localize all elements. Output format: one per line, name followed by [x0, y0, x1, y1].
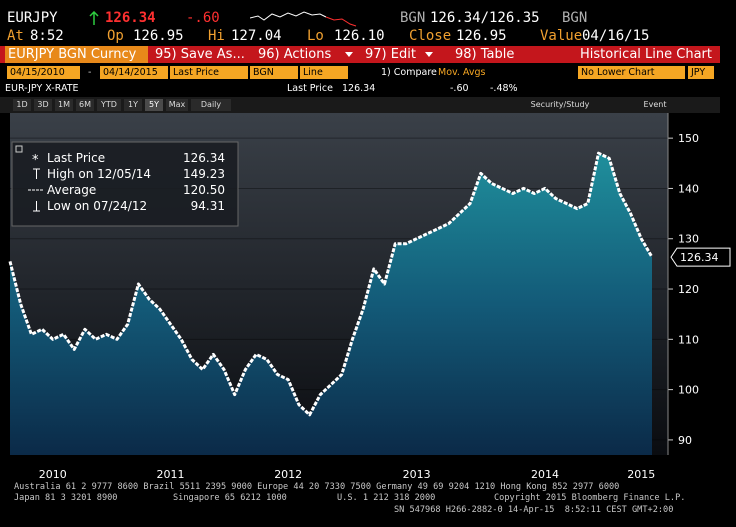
menu-bar: [0, 46, 720, 63]
period-button[interactable]: Daily: [191, 99, 231, 111]
x-tick-label: 2013: [403, 468, 431, 480]
last-value: 126.34: [342, 83, 376, 94]
close-label: Close: [409, 28, 452, 44]
legend-label: Last Price: [47, 151, 105, 165]
tool-button[interactable]: Event: [643, 100, 667, 109]
footer-text: Japan 81 3 3201 8900: [14, 493, 118, 503]
last-price-tag: 126.34: [680, 251, 719, 264]
up-arrow: [89, 11, 99, 25]
chart: 90 100 110 120 130 140 150 126.34 2010 2011 2012 20…: [8, 113, 731, 480]
high-label: Hi: [208, 28, 225, 44]
legend-label: Low on 07/24/12: [47, 199, 147, 213]
legend: * Last Price 126.34 High on 12/05/14 149.23 A…: [11, 141, 239, 227]
bid-label: BGN: [400, 10, 426, 26]
at-label: At: [7, 28, 24, 44]
lower-chart[interactable]: No Lower Chart: [578, 66, 685, 79]
y-tick-label: 140: [678, 182, 699, 195]
field-select[interactable]: Last Price: [170, 66, 248, 79]
currency[interactable]: JPY: [688, 66, 714, 79]
menu-item[interactable]: 96) Actions: [258, 47, 332, 62]
change: -.60: [450, 83, 469, 94]
y-tick-label: 120: [678, 283, 699, 296]
period-button[interactable]: Max: [166, 99, 188, 111]
close: 126.95: [456, 28, 507, 44]
legend-value: 149.23: [183, 167, 225, 181]
dropdown-arrow: [425, 52, 433, 57]
compare[interactable]: 1) Compare: [381, 67, 437, 78]
legend-icon: [33, 201, 40, 212]
legend-icon: [33, 168, 40, 179]
y-tick-label: 130: [678, 233, 699, 246]
menu-item[interactable]: 97) Edit: [365, 47, 416, 62]
x-tick-label: 2010: [39, 468, 67, 480]
y-tick-label: 150: [678, 132, 699, 145]
security-box[interactable]: EURJPY BGN Curncy: [5, 46, 148, 63]
legend-value: 126.34: [183, 151, 225, 165]
y-tick-label: 90: [678, 434, 692, 447]
low: 126.10: [334, 28, 385, 44]
line: [8, 151, 654, 417]
y-tick-label: 100: [678, 384, 699, 397]
high: 127.04: [231, 28, 282, 44]
sparkline: [250, 11, 357, 27]
change: -.60: [186, 10, 220, 26]
footer-text: U.S. 1 212 318 2000: [337, 493, 436, 503]
studies[interactable]: Mov. Avgs: [438, 67, 486, 78]
tool-button[interactable]: Security/Study: [530, 100, 590, 109]
period-button[interactable]: 1M: [55, 99, 73, 111]
period-button[interactable]: 1Y: [124, 99, 142, 111]
footer-text: Singapore 65 6212 1000: [173, 493, 287, 503]
x-tick-label: 2015: [627, 468, 655, 480]
at-time: 8:52: [30, 28, 64, 44]
value-label: Value: [540, 28, 583, 44]
low-label: Lo: [307, 28, 324, 44]
security-name: EUR-JPY X-RATE: [5, 83, 79, 94]
period-button[interactable]: 3D: [34, 99, 52, 111]
footer-text: Australia 61 2 9777 8600 Brazil 5511 239…: [14, 482, 620, 492]
legend-value: 94.31: [191, 199, 225, 213]
x-tick-label: 2011: [157, 468, 185, 480]
period-button[interactable]: 1D: [13, 99, 31, 111]
change-pct: -.48%: [490, 83, 518, 94]
period-button[interactable]: 5Y: [145, 99, 163, 111]
y-tick-label: 110: [678, 333, 699, 346]
legend-value: 120.50: [183, 183, 225, 197]
value-date: 04/16/15: [582, 28, 650, 44]
period-button[interactable]: 6M: [76, 99, 94, 111]
legend-label: Average: [47, 183, 96, 197]
legend-label: High on 12/05/14: [47, 167, 151, 181]
x-tick-label: 2012: [274, 468, 302, 480]
x-tick-label: 2014: [531, 468, 559, 480]
area: [10, 153, 652, 455]
last-label: Last Price: [287, 83, 333, 94]
legend-icon: *: [32, 153, 39, 168]
source-select[interactable]: BGN: [250, 66, 298, 79]
menu-item[interactable]: 95) Save As...: [155, 47, 245, 62]
view-title: Historical Line Chart: [580, 47, 712, 62]
open: 126.95: [133, 28, 184, 44]
ticker: EURJPY: [7, 10, 58, 26]
style-select[interactable]: Line: [300, 66, 348, 79]
date-dash: -: [88, 67, 92, 78]
bid-ask: 126.34/126.35: [430, 10, 540, 26]
start-date[interactable]: 04/15/2010: [7, 66, 80, 79]
price: 126.34: [105, 10, 156, 26]
legend-collapse: [15, 145, 23, 153]
footer-text: Copyright 2015 Bloomberg Finance L.P.: [494, 493, 686, 503]
dropdown-arrow: [345, 52, 353, 57]
end-date[interactable]: 04/14/2015: [100, 66, 168, 79]
menu-item[interactable]: 98) Table: [455, 47, 515, 62]
legend-box: [11, 141, 239, 227]
open-label: Op: [107, 28, 124, 44]
period-button[interactable]: YTD: [97, 99, 121, 111]
footer-text: SN 547968 H266-2882-0 14-Apr-15 8:52:11 …: [394, 505, 674, 515]
ask-label: BGN: [562, 10, 588, 26]
last-price-tag-box: [670, 247, 731, 267]
